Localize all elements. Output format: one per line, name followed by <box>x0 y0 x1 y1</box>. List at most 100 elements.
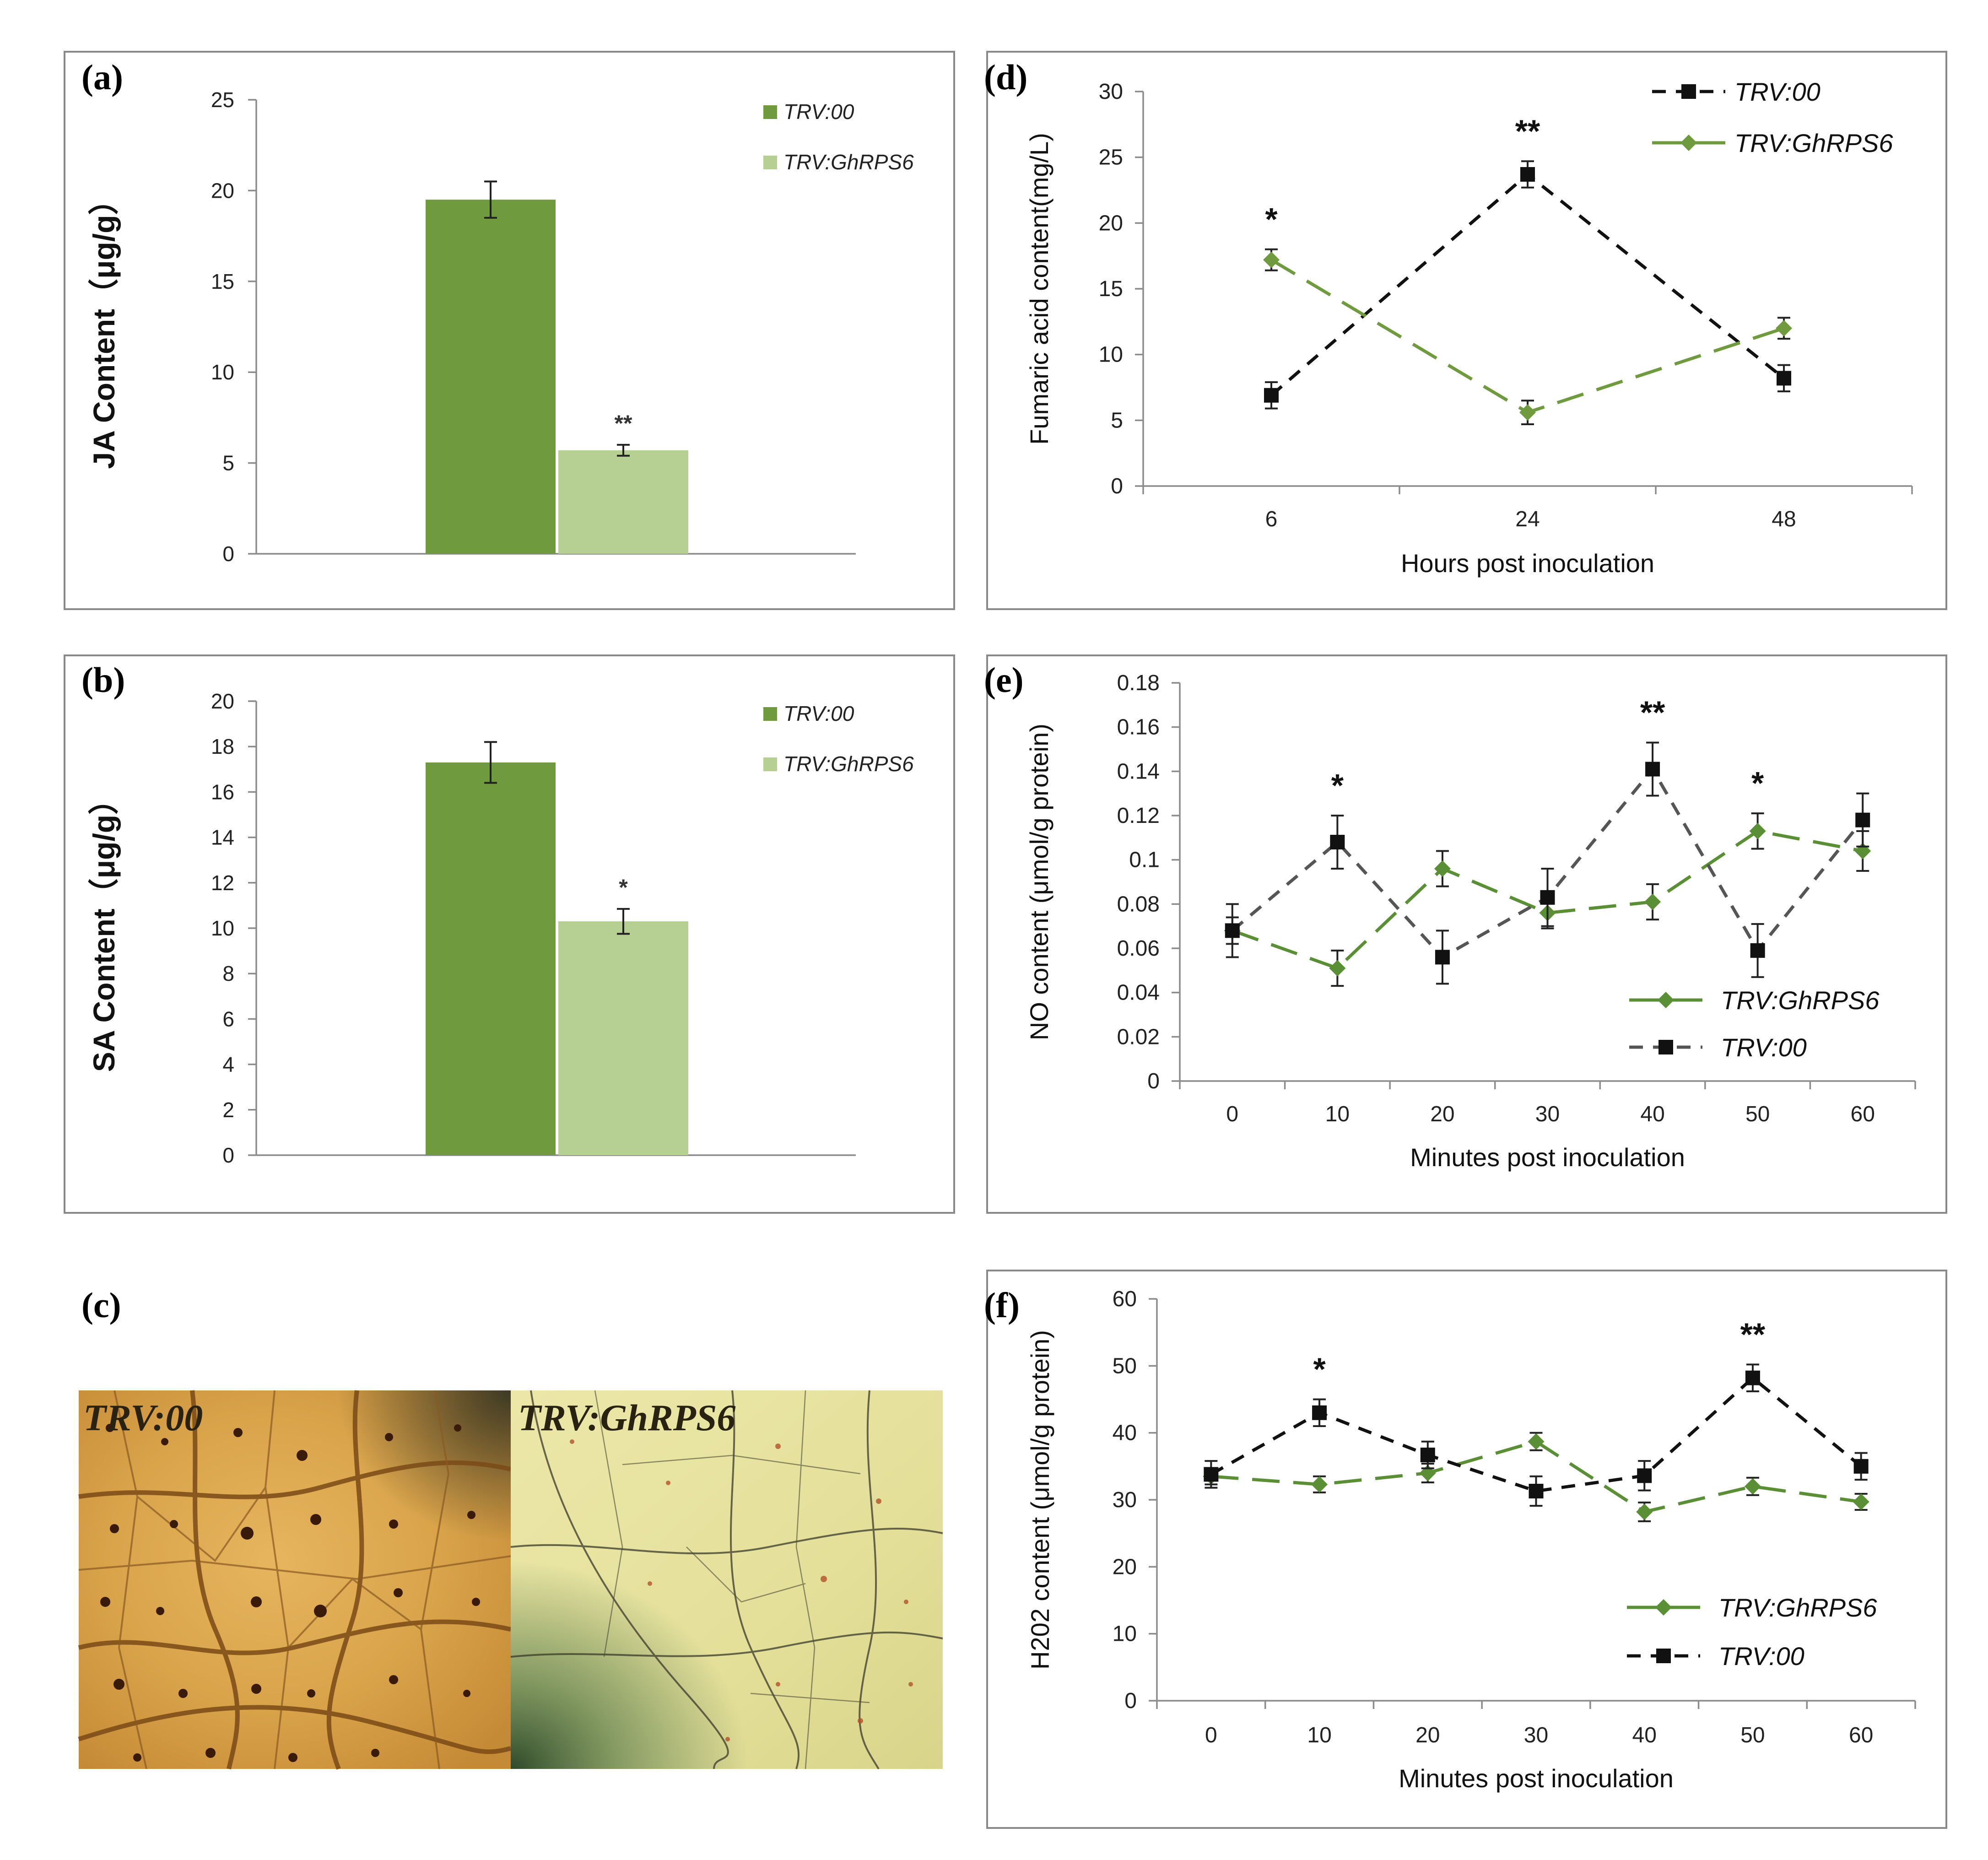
legend-swatch <box>763 707 777 721</box>
x-axis-title: Minutes post inoculation <box>1399 1764 1674 1793</box>
x-tick-label: 20 <box>1430 1102 1454 1126</box>
y-tick-label: 10 <box>1099 343 1123 367</box>
bar-trvghrps6 <box>558 450 688 554</box>
legend-label: TRV:00 <box>1718 1642 1804 1671</box>
y-tick-label: 25 <box>1099 146 1123 170</box>
x-tick-label: 30 <box>1535 1102 1560 1126</box>
photo-trvghrps6-leaf <box>510 1390 943 1770</box>
y-tick-label: 0.1 <box>1129 848 1160 872</box>
marker-diamond <box>1680 135 1697 151</box>
legend-label: TRV:GhRPS6 <box>1734 129 1893 157</box>
y-tick-label: 4 <box>222 1053 234 1076</box>
marker-square <box>1750 943 1765 958</box>
significance-mark: ** <box>1740 1316 1766 1352</box>
legend-label: TRV:00 <box>1721 1033 1807 1062</box>
legend-label: TRV:GhRPS6 <box>783 150 914 174</box>
y-axis-title: H202 content (μmol/g protein) <box>1026 1330 1054 1670</box>
marker-square <box>1330 835 1345 849</box>
chart-b-sa-bar: 0 2 4 6 8 10 12 14 16 18 20 SA Content（μg/g） TRV:00 *… <box>87 689 914 1167</box>
panel-c-label: (c) <box>81 1285 121 1325</box>
y-tick-label: 5 <box>222 451 234 475</box>
y-tick-label: 2 <box>222 1098 234 1122</box>
y-tick-label: 0 <box>1111 474 1123 498</box>
y-axis-title: JA Content（μg/g） <box>87 185 121 469</box>
marker-diamond <box>1434 860 1451 877</box>
legend-swatch <box>763 105 777 119</box>
y-tick-label: 0 <box>1124 1689 1137 1713</box>
legend-label: TRV:00 <box>783 702 854 725</box>
x-tick-label: 0 <box>1226 1102 1238 1126</box>
bar-trvghrps6 <box>558 921 688 1155</box>
y-tick-label: 15 <box>211 270 234 293</box>
legend-swatch <box>763 156 777 169</box>
significance-mark: ** <box>1515 113 1540 149</box>
x-axis-title: Minutes post inoculation <box>1410 1143 1685 1172</box>
y-tick-label: 20 <box>211 178 234 202</box>
y-tick-label: 30 <box>1099 80 1123 104</box>
significance-mark: * <box>619 875 628 900</box>
legend-label: TRV:00 <box>783 100 854 124</box>
marker-diamond <box>1519 404 1536 421</box>
marker-square <box>1312 1405 1327 1420</box>
x-tick-label: 30 <box>1524 1723 1548 1747</box>
x-tick-label: 0 <box>1205 1723 1217 1747</box>
y-axis-title: NO content (μmol/g protein) <box>1025 724 1053 1040</box>
panel-c-photo: TRV:00 TRV:GhRPS6 <box>78 1390 943 1770</box>
x-tick-label: 48 <box>1772 507 1796 531</box>
panel-e-frame <box>986 654 1947 1214</box>
y-axis-title: SA Content（μg/g） <box>87 784 121 1072</box>
y-tick-label: 6 <box>222 1007 234 1031</box>
y-tick-label: 0 <box>222 1143 234 1167</box>
x-tick-label: 50 <box>1740 1723 1765 1747</box>
panel-a-label: (a) <box>81 57 123 97</box>
x-tick-label: 10 <box>1325 1102 1350 1126</box>
y-tick-label: 5 <box>1111 408 1123 433</box>
x-tick-label: 40 <box>1632 1723 1657 1747</box>
y-tick-label: 30 <box>1113 1488 1137 1512</box>
y-tick-label: 20 <box>1099 211 1123 235</box>
y-axis-title: Fumaric acid content(mg/L) <box>1025 133 1053 445</box>
bar-trv00 <box>426 200 556 554</box>
y-tick-label: 10 <box>211 916 234 940</box>
legend-label: TRV:00 <box>1734 77 1821 106</box>
y-tick-label: 15 <box>1099 277 1123 301</box>
y-tick-label: 0.06 <box>1117 936 1160 961</box>
panel-e-label: (e) <box>984 660 1024 700</box>
y-tick-label: 40 <box>1113 1421 1137 1445</box>
y-tick-label: 0.14 <box>1117 759 1160 784</box>
marker-square <box>1264 388 1279 403</box>
y-tick-label: 0.16 <box>1117 715 1160 740</box>
panel-f-frame <box>986 1270 1947 1829</box>
significance-mark: ** <box>615 411 632 436</box>
legend-label: TRV:GhRPS6 <box>1718 1593 1877 1622</box>
marker-square <box>1204 1467 1219 1482</box>
marker-square <box>1435 950 1450 965</box>
y-tick-label: 60 <box>1113 1287 1137 1311</box>
y-tick-label: 12 <box>211 871 234 895</box>
x-tick-label: 20 <box>1415 1723 1440 1747</box>
y-tick-label: 20 <box>211 689 234 713</box>
marker-square <box>1529 1483 1544 1498</box>
marker-diamond <box>1311 1476 1328 1493</box>
panel-d-label: (d) <box>984 57 1027 97</box>
panel-f-label: (f) <box>984 1285 1020 1325</box>
y-tick-label: 10 <box>1113 1622 1137 1646</box>
panel-b-label: (b) <box>81 660 125 700</box>
photo-trv00-leaf <box>78 1390 512 1770</box>
y-tick-label: 0.12 <box>1117 804 1160 828</box>
marker-diamond <box>1658 992 1674 1008</box>
x-tick-label: 40 <box>1640 1102 1664 1126</box>
marker-square <box>1681 84 1696 99</box>
marker-square <box>1420 1447 1435 1462</box>
y-tick-label: 25 <box>211 88 234 112</box>
marker-diamond <box>1749 822 1766 839</box>
marker-square <box>1225 923 1240 938</box>
marker-diamond <box>1655 1599 1672 1616</box>
marker-diamond <box>1263 251 1280 268</box>
marker-diamond <box>1776 320 1792 337</box>
marker-diamond <box>1636 1503 1653 1520</box>
y-tick-label: 10 <box>211 360 234 384</box>
y-tick-label: 16 <box>211 780 234 804</box>
bar-trv00 <box>426 762 556 1155</box>
